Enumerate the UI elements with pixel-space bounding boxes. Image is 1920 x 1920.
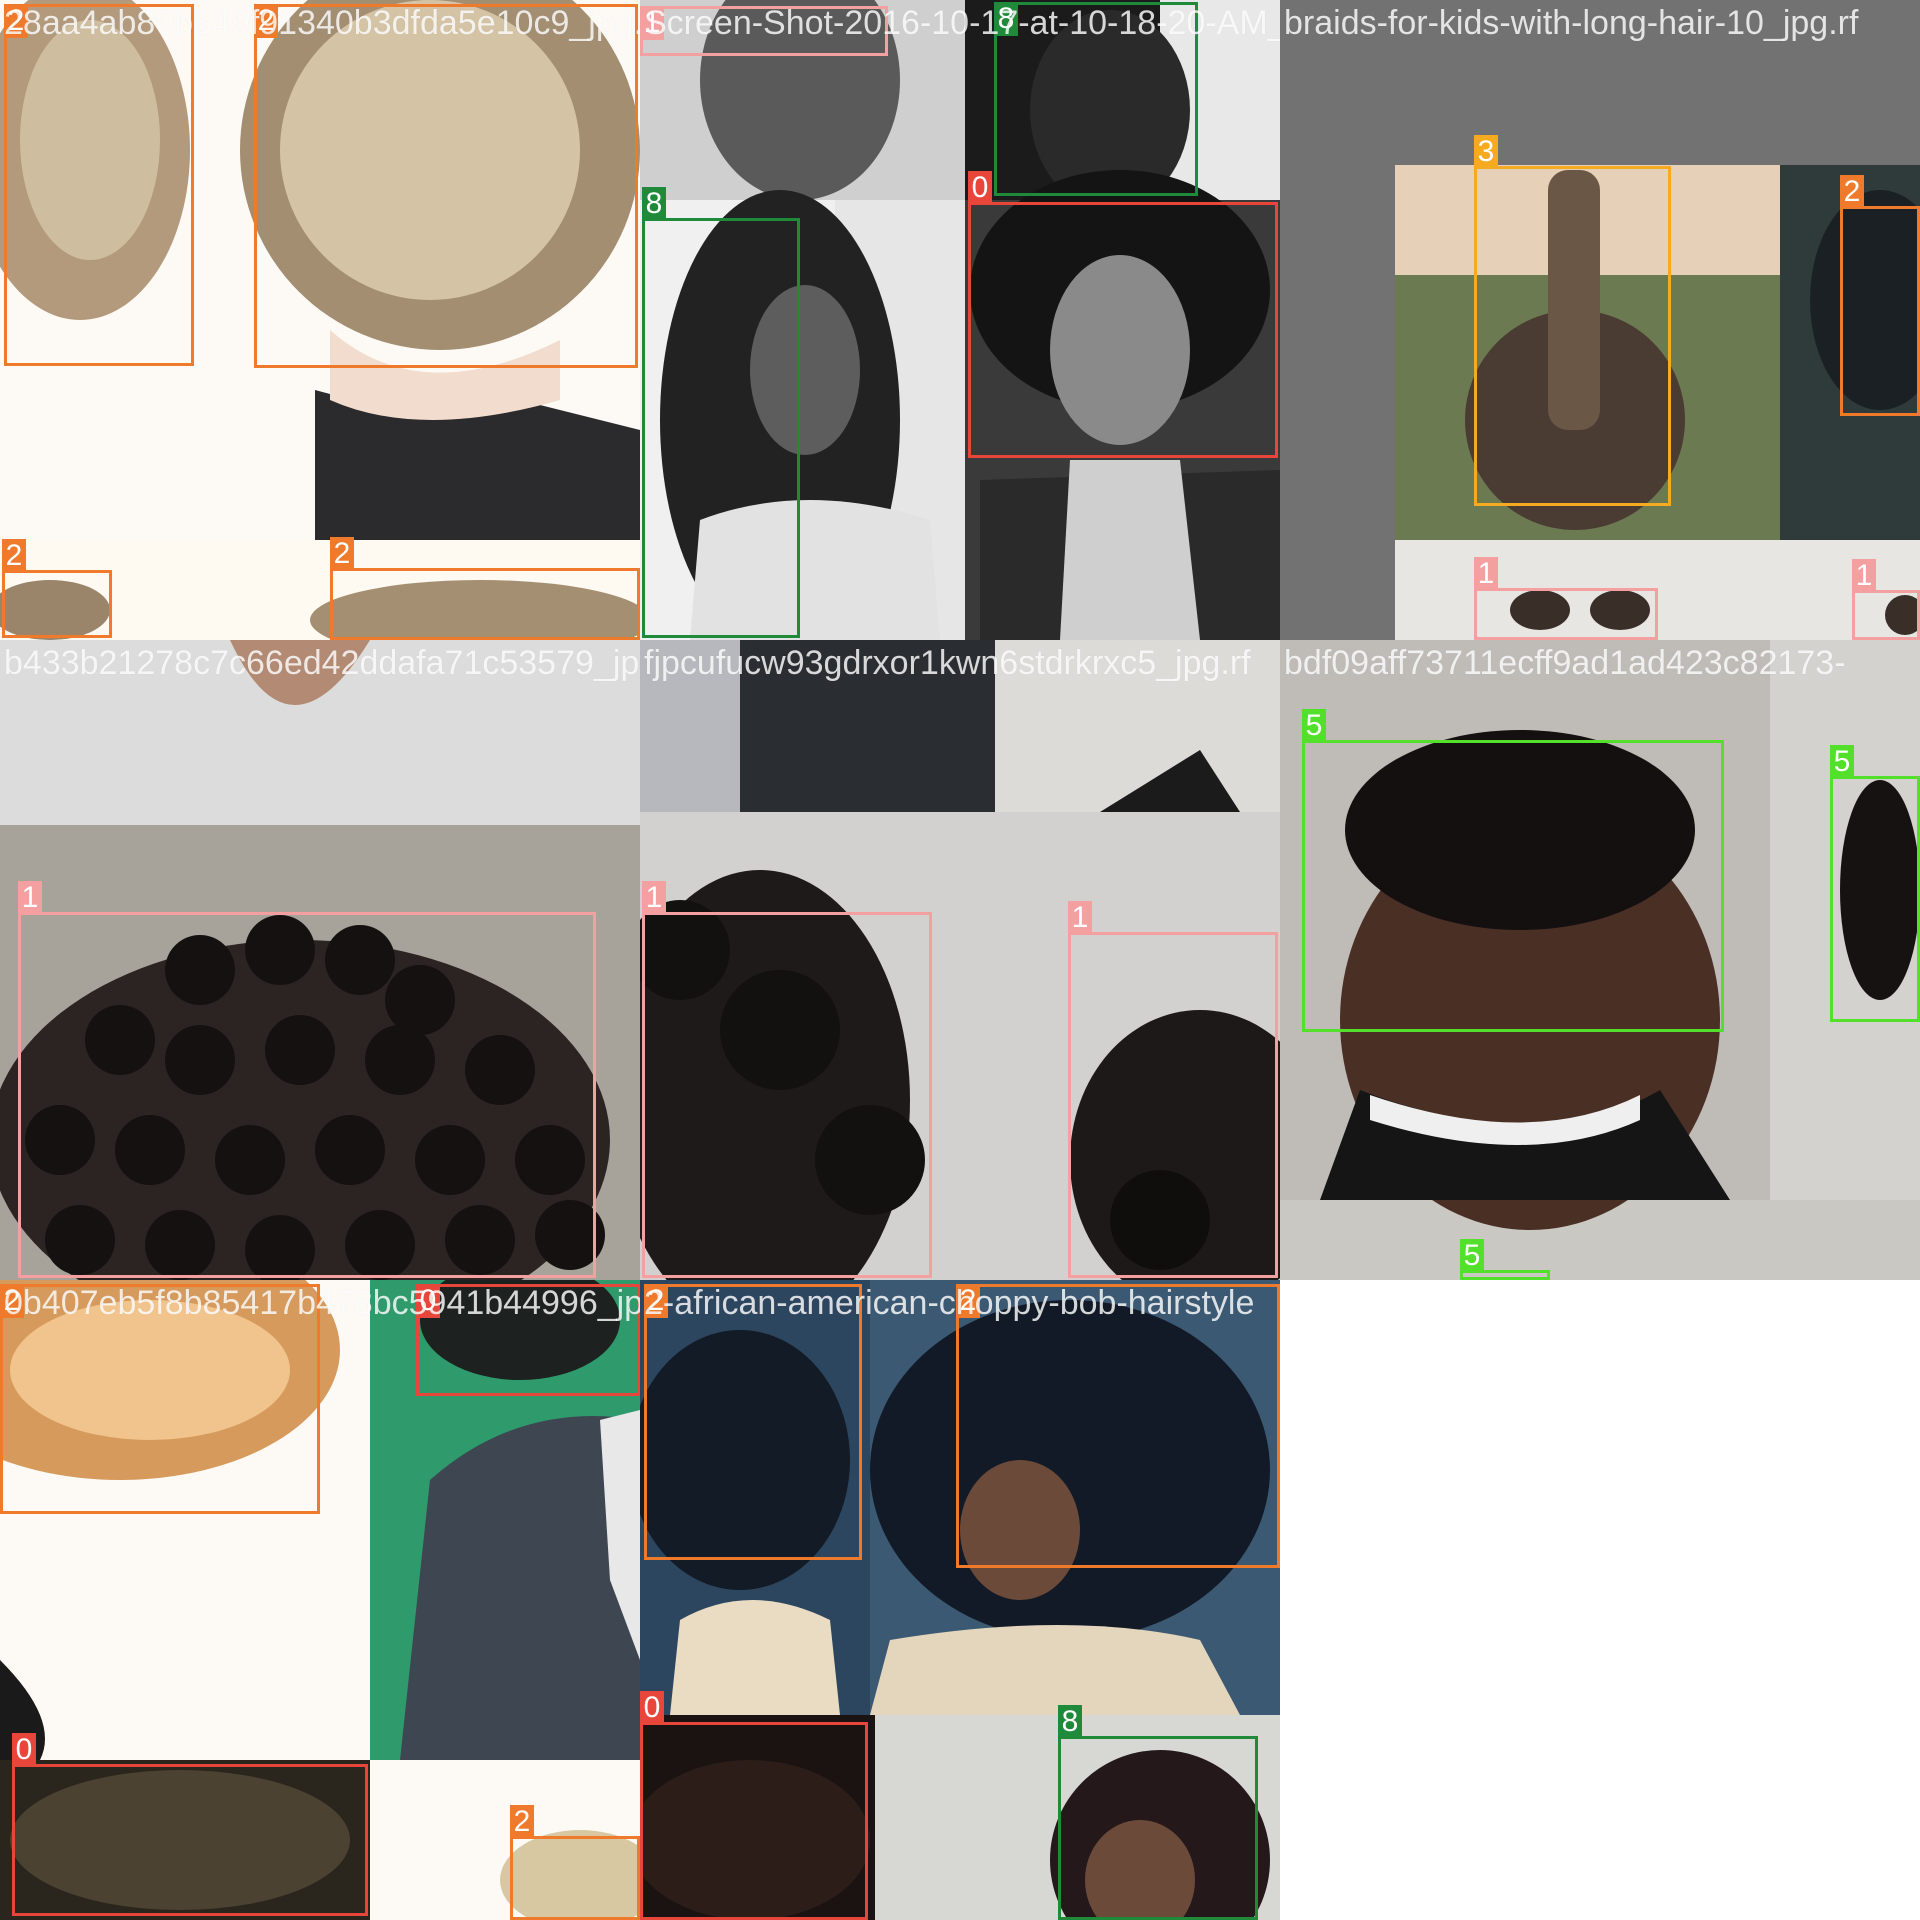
bbox: 5 [1302,709,1724,1032]
bbox-label: 1 [1474,557,1498,591]
tile-1: 28aa4ab80b849f91340b3dfda5e10c9_jpg.rf 2… [0,0,640,640]
bbox: 1 [1852,559,1920,640]
tile-7-photo [0,1280,640,1920]
tile-5-photo [640,640,1280,1280]
bbox-label: 8 [1058,1705,1082,1739]
bbox: 1 [642,881,932,1278]
bbox: 8 [642,187,800,638]
bbox-label: 2 [4,4,28,38]
bbox: 1 [1068,901,1278,1278]
tile-4-photo [0,640,640,1280]
bbox: 2 [330,537,640,640]
bbox-label: 0 [640,1691,664,1725]
bbox: 0 [640,1691,868,1920]
bbox: 8 [1058,1705,1258,1920]
tile-5: fjpcufucw93gdrxor1kwn6stdrkrxc5_jpg.rf 1… [640,640,1280,1280]
bbox-label: 5 [1830,745,1854,779]
tile-4: b433b21278c7c66ed42ddafa71c53579_jpg.rf … [0,640,640,1280]
bbox: 1 [18,881,596,1278]
bbox-label: 0 [968,171,992,205]
tile-7: 0b407eb5f8b85417b478bc5941b44996_jpg.rf … [0,1280,640,1920]
bbox-label: 2 [510,1805,534,1839]
bbox: 2 [254,4,638,368]
bbox: 1 [640,6,888,56]
tile-8: 2-african-american-choppy-bob-hairstyle … [640,1280,1280,1920]
bbox-label: 2 [2,539,26,573]
tile-6: bdf09aff73711ecff9ad1ad423c82173- 5 5 5 [1280,640,1920,1280]
bbox-label: 0 [12,1733,36,1767]
bbox-label: 2 [254,4,278,38]
bbox: 0 [12,1733,368,1916]
tile-3-photo [1280,0,1920,640]
bbox-label: 2 [330,537,354,571]
bbox: 3 [1474,135,1671,506]
bbox-label: 1 [1852,559,1876,593]
bbox-label: 1 [1068,901,1092,935]
tile-3: braids-for-kids-with-long-hair-10_jpg.rf… [1280,0,1920,640]
bbox-label: 2 [0,1284,24,1318]
bbox-label: 5 [1460,1239,1484,1273]
tile-2: Screen-Shot-2016-10-17-at-10-18-20-AM_p … [640,0,1280,640]
bbox: 8 [994,2,1198,196]
bbox-label: 8 [994,2,1018,36]
bbox: 0 [968,171,1278,458]
bbox-label: 1 [640,6,664,40]
bbox: 5 [1830,745,1920,1022]
bbox: 1 [1474,557,1658,640]
tile-6-photo [1280,640,1920,1280]
bbox-label: 2 [1840,175,1864,209]
bbox: 2 [4,4,194,366]
tile-2-photo [640,0,1280,640]
bbox: 2 [510,1805,640,1920]
bbox-label: 2 [956,1284,980,1318]
tile-1-photo [0,0,640,640]
bbox-label: 5 [1302,709,1326,743]
bbox-label: 2 [644,1284,668,1318]
bbox: 2 [644,1284,862,1560]
bbox-label: 8 [642,187,666,221]
bbox: 0 [416,1284,640,1396]
bbox-label: 3 [1474,135,1498,169]
bbox-label: 1 [18,881,42,915]
bbox: 5 [1460,1239,1550,1280]
bbox: 2 [0,1284,320,1514]
bbox: 2 [2,539,112,638]
bbox: 2 [1840,175,1920,416]
bbox-label: 1 [642,881,666,915]
bbox-label: 0 [416,1284,440,1318]
bbox: 2 [956,1284,1280,1568]
